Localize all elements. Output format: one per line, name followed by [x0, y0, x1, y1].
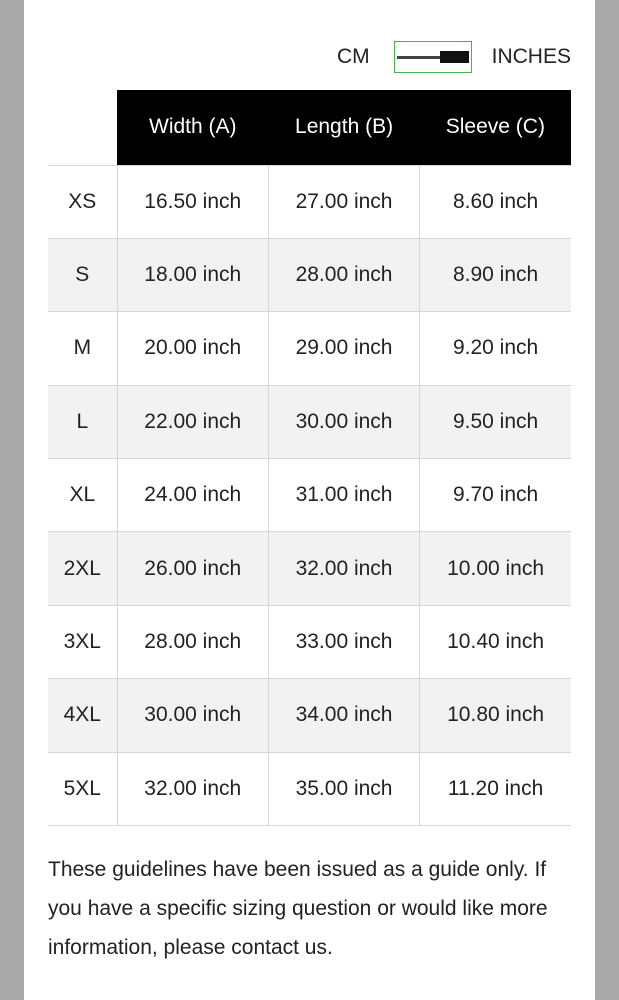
- table-row: S 18.00 inch 28.00 inch 8.90 inch: [48, 237, 571, 313]
- column-header: Width (A): [117, 90, 269, 165]
- measurement-cell: 8.90 inch: [419, 237, 571, 313]
- size-cell: XL: [48, 458, 118, 533]
- measurement-cell: 10.80 inch: [419, 678, 571, 753]
- measurement-cell: 34.00 inch: [267, 678, 421, 753]
- measurement-cell: 30.00 inch: [116, 678, 269, 753]
- measurement-cell: 24.00 inch: [116, 458, 269, 533]
- column-header: Length (B): [268, 90, 420, 165]
- measurement-cell: 31.00 inch: [267, 458, 421, 533]
- measurement-cell: 33.00 inch: [267, 604, 421, 680]
- table-row: XS 16.50 inch 27.00 inch 8.60 inch: [48, 164, 571, 239]
- table-row: M 20.00 inch 29.00 inch 9.20 inch: [48, 311, 571, 386]
- table-row: 2XL 26.00 inch 32.00 inch 10.00 inch: [48, 531, 571, 606]
- measurement-cell: 9.50 inch: [419, 384, 571, 460]
- unit-toggle-row: CM INCHES: [24, 40, 571, 74]
- measurement-cell: 32.00 inch: [116, 751, 269, 827]
- table-row: 3XL 28.00 inch 33.00 inch 10.40 inch: [48, 604, 571, 680]
- size-cell: 4XL: [48, 678, 118, 753]
- measurement-cell: 9.20 inch: [419, 311, 571, 386]
- measurement-cell: 9.70 inch: [419, 458, 571, 533]
- table-row: L 22.00 inch 30.00 inch 9.50 inch: [48, 384, 571, 460]
- measurement-cell: 28.00 inch: [116, 604, 269, 680]
- measurement-cell: 18.00 inch: [116, 237, 269, 313]
- measurement-cell: 8.60 inch: [419, 164, 571, 239]
- column-header: [48, 90, 118, 165]
- switch-knob[interactable]: [439, 51, 469, 63]
- table-row: 4XL 30.00 inch 34.00 inch 10.80 inch: [48, 678, 571, 753]
- measurement-cell: 10.40 inch: [419, 604, 571, 680]
- measurement-cell: 22.00 inch: [116, 384, 269, 460]
- unit-switch[interactable]: [393, 41, 472, 73]
- measurement-cell: 20.00 inch: [116, 311, 269, 386]
- size-cell: L: [48, 384, 118, 460]
- measurement-cell: 29.00 inch: [267, 311, 421, 386]
- size-guide-panel: CM INCHES Width (A) Length (B) Sleeve (C) …: [24, 0, 595, 1000]
- size-cell: XS: [48, 164, 118, 239]
- measurement-cell: 32.00 inch: [267, 531, 421, 606]
- measurement-cell: 26.00 inch: [116, 531, 269, 606]
- measurement-cell: 11.20 inch: [419, 751, 571, 827]
- size-cell: 2XL: [48, 531, 118, 606]
- measurement-cell: 28.00 inch: [267, 237, 421, 313]
- measurement-cell: 35.00 inch: [267, 751, 421, 827]
- switch-track: [396, 56, 469, 59]
- sizing-note: These guidelines have been issued as a g…: [48, 858, 548, 959]
- table-row: XL 24.00 inch 31.00 inch 9.70 inch: [48, 458, 571, 533]
- size-cell: M: [48, 311, 118, 386]
- inches-label[interactable]: INCHES: [491, 45, 571, 68]
- size-cell: 3XL: [48, 604, 118, 680]
- table-row: 5XL 32.00 inch 35.00 inch 11.20 inch: [48, 751, 571, 827]
- measurement-cell: 27.00 inch: [267, 164, 421, 239]
- size-cell: 5XL: [48, 751, 118, 827]
- size-cell: S: [48, 237, 118, 313]
- measurement-cell: 30.00 inch: [267, 384, 421, 460]
- cm-label[interactable]: CM: [336, 45, 370, 68]
- size-table: Width (A) Length (B) Sleeve (C) XS 16.50 in…: [48, 90, 571, 827]
- measurement-cell: 10.00 inch: [419, 531, 571, 606]
- measurement-cell: 16.50 inch: [116, 164, 269, 239]
- column-header: Sleeve (C): [419, 90, 571, 165]
